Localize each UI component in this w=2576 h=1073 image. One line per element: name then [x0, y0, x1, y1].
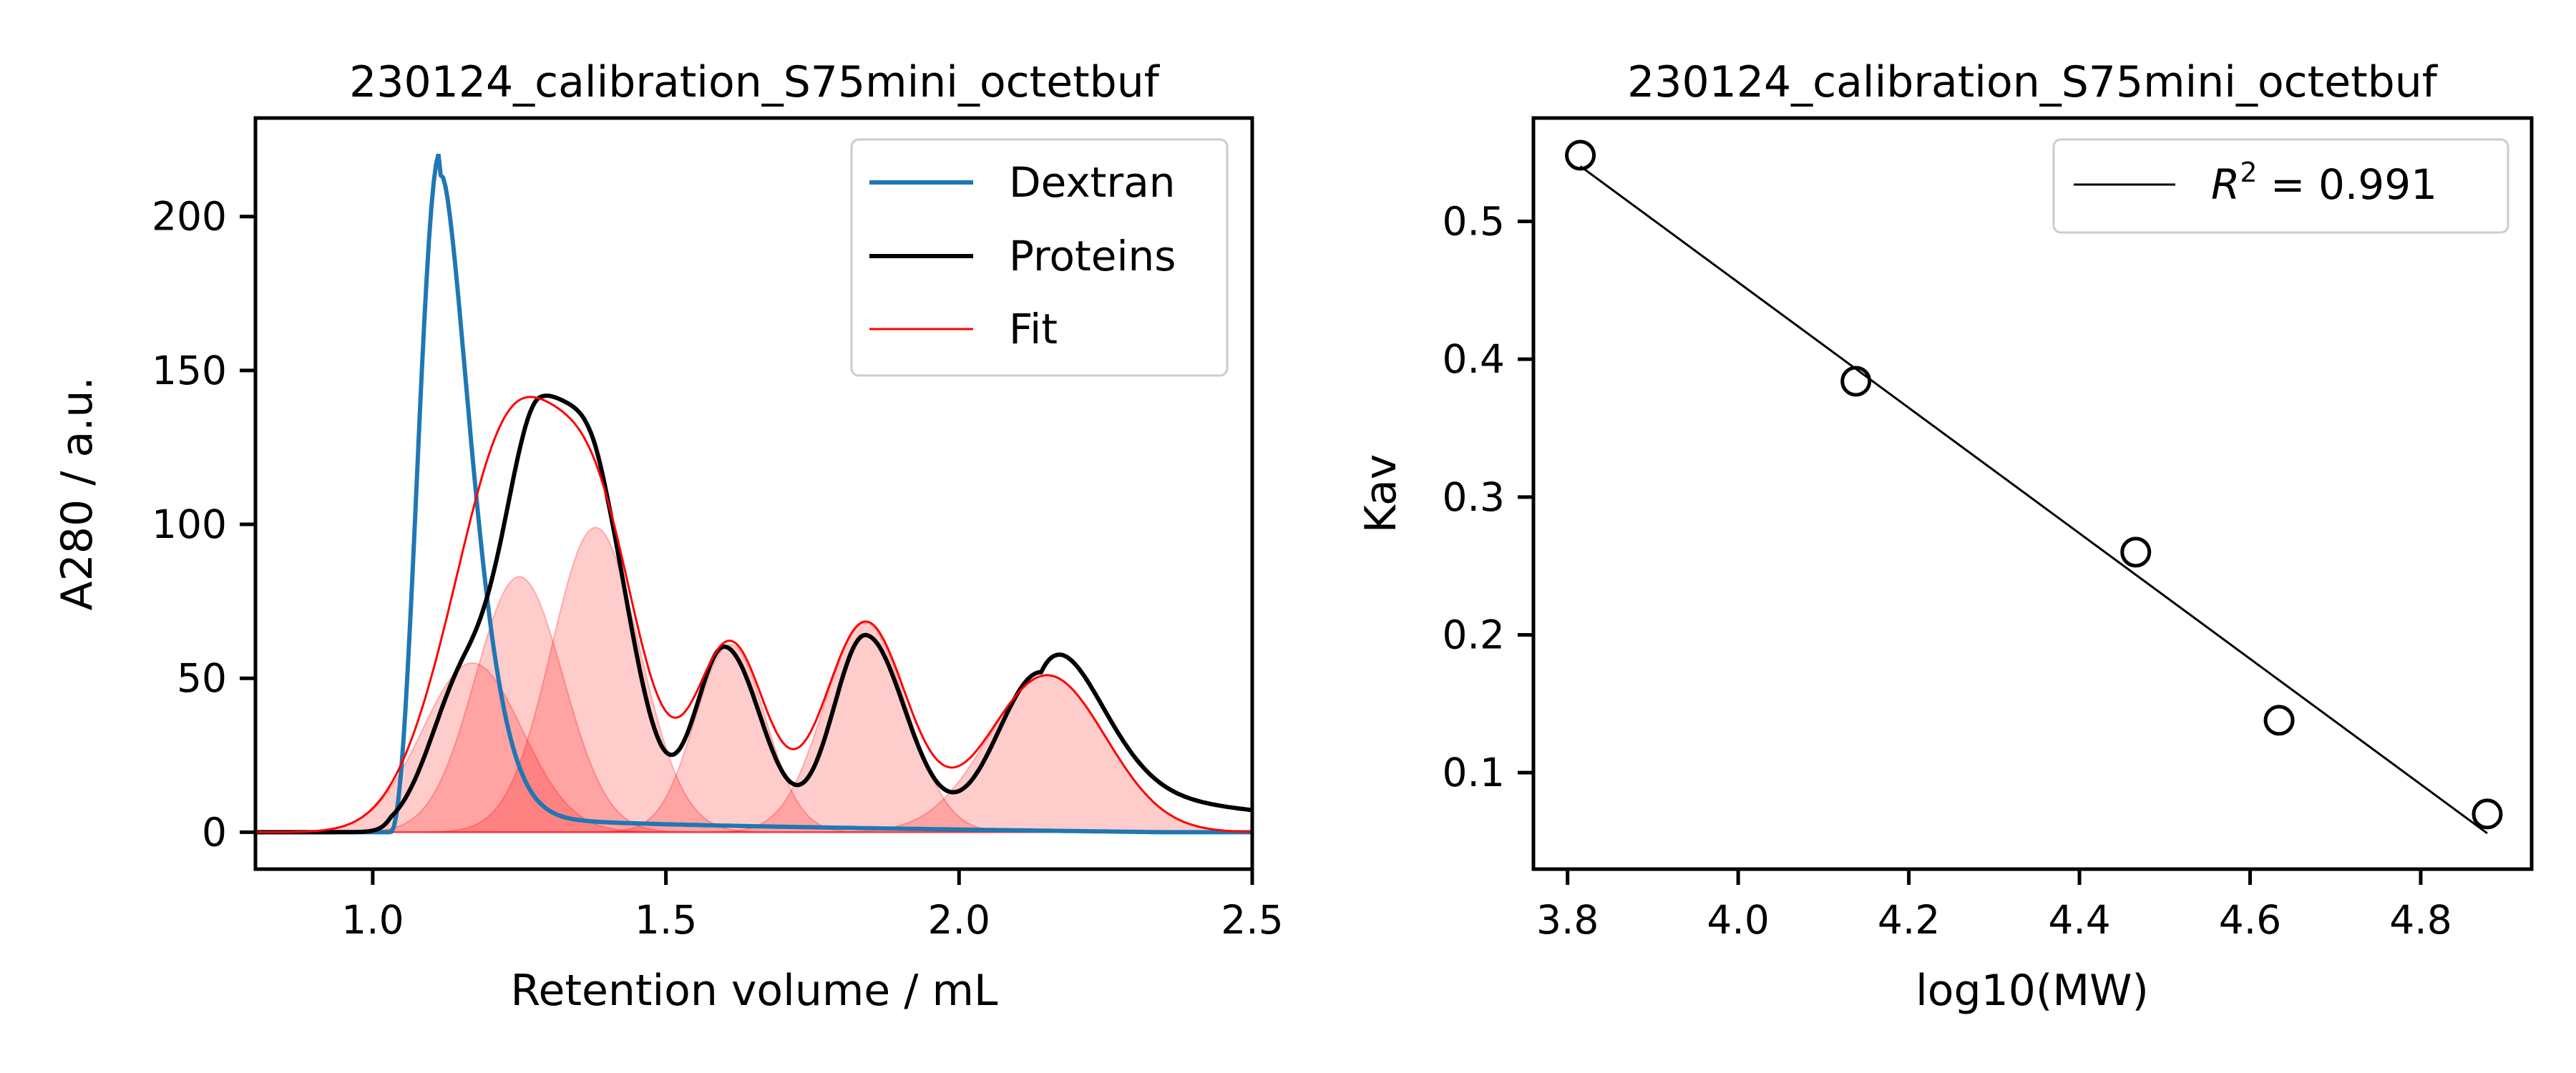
left-y-axis-label: A280 / a.u. [52, 377, 102, 611]
legend-proteins-label: Proteins [1009, 232, 1176, 280]
calibration-point [2472, 798, 2503, 830]
left-x-axis-label: Retention volume / mL [511, 966, 998, 1016]
left-legend-box [850, 138, 1229, 377]
y-tick-label: 200 [152, 194, 227, 240]
proteins-line [255, 393, 1253, 835]
y-tick-label: 0.1 [1443, 750, 1505, 795]
fit-line [255, 396, 1253, 833]
x-tick-label: 4.2 [1878, 897, 1940, 943]
left-chart-title: 230124_calibration_S75mini_octetbuf [349, 57, 1161, 107]
y-tick-label: 0.2 [1443, 612, 1505, 657]
left-chart: 230124_calibration_S75mini_octetbuf 1.0 1… [52, 57, 1284, 1016]
right-y-ticks: 0.1 0.2 0.3 0.4 0.5 [1443, 198, 1533, 795]
right-fit-line [1579, 165, 2488, 835]
right-x-ticks: 3.8 4.0 4.2 4.4 4.6 4.8 [1536, 869, 2452, 943]
x-tick-label: 4.4 [2048, 897, 2110, 943]
left-x-ticks: 1.0 1.5 2.0 2.5 [341, 869, 1284, 943]
x-tick-label: 2.0 [928, 897, 990, 943]
left-axes-frame [253, 116, 1254, 871]
right-chart-title: 230124_calibration_S75mini_octetbuf [1627, 57, 2439, 107]
left-y-ticks: 0 50 100 150 200 [152, 194, 255, 855]
dextran-line [255, 153, 1252, 835]
right-legend-box [2052, 138, 2509, 234]
x-tick-label: 1.5 [635, 897, 697, 943]
x-tick-label: 4.0 [1707, 897, 1769, 943]
x-tick-label: 1.0 [341, 897, 404, 943]
calibration-point [1565, 139, 1596, 171]
y-tick-label: 100 [152, 501, 227, 547]
y-tick-label: 0.4 [1443, 336, 1505, 382]
right-points [1565, 139, 2503, 830]
y-tick-label: 150 [152, 348, 227, 393]
legend-fit-label: Fit [1009, 305, 1058, 353]
x-tick-label: 4.6 [2219, 897, 2281, 943]
y-tick-label: 50 [177, 655, 227, 701]
right-axes-frame [1531, 116, 2534, 871]
calibration-fit-line [1579, 165, 2488, 835]
calibration-point [2120, 536, 2152, 568]
calibration-point [2263, 705, 2295, 736]
y-tick-label: 0.5 [1443, 198, 1505, 244]
y-tick-label: 0 [202, 809, 227, 855]
left-legend: Dextran Proteins Fit [850, 138, 1229, 377]
right-chart: 230124_calibration_S75mini_octetbuf 3.8 4… [1356, 57, 2534, 1016]
legend-dextran-label: Dextran [1009, 158, 1176, 207]
right-y-axis-label: Kav [1356, 454, 1406, 534]
right-legend: R2 = 0.991 [2052, 138, 2509, 234]
legend-r2-label: R2 = 0.991 [2211, 157, 2437, 209]
left-series-lines [255, 153, 1253, 835]
x-tick-label: 2.5 [1221, 897, 1283, 943]
x-tick-label: 3.8 [1536, 897, 1599, 943]
y-tick-label: 0.3 [1443, 474, 1505, 520]
x-tick-label: 4.8 [2389, 897, 2451, 943]
calibration-point [1840, 366, 1872, 397]
right-x-axis-label: log10(MW) [1916, 966, 2149, 1016]
